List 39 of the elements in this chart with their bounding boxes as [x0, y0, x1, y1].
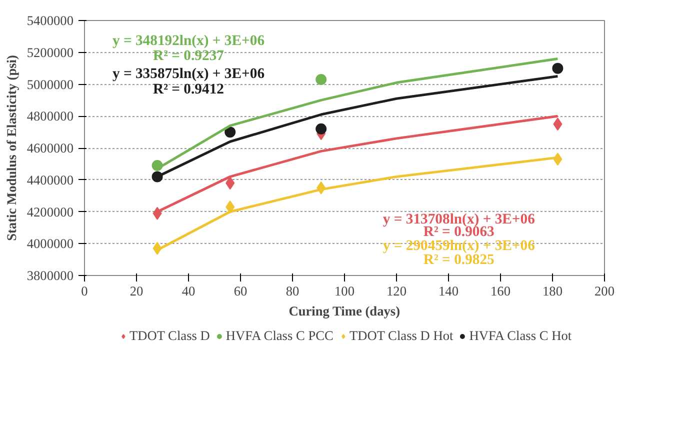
y-tick-label: 5200000 [26, 44, 74, 60]
legend-label: HVFA Class C Hot [469, 328, 572, 344]
point [224, 126, 236, 138]
point [553, 118, 562, 131]
x-tick-label: 60 [234, 284, 248, 298]
x-tick-label: 140 [438, 284, 459, 298]
legend-label: TDOT Class D Hot [349, 328, 454, 344]
annotation: y = 335875ln(x) + 3E+06 [112, 66, 265, 82]
annotation: R² = 0.9412 [153, 81, 224, 98]
x-tick-label: 180 [542, 284, 563, 298]
y-tick-label: 4400000 [26, 172, 74, 188]
point [316, 123, 327, 134]
annotation: R² = 0.9237 [153, 48, 224, 64]
point [552, 62, 564, 74]
y-tick-label: 4200000 [26, 204, 74, 220]
annotation: R² = 0.9825 [423, 252, 494, 268]
y-tick-label: 5000000 [26, 76, 74, 92]
annotation: y = 290459ln(x) + 3E+06 [382, 238, 535, 254]
y-tick-label: 5400000 [26, 13, 74, 28]
x-tick-label: 100 [334, 284, 355, 298]
x-tick-label: 200 [594, 284, 615, 298]
y-tick-label: 4000000 [26, 236, 74, 252]
legend-label: HVFA Class C PCC [226, 328, 334, 344]
y-tick-label: 3800000 [26, 268, 74, 283]
x-tick-label: 160 [490, 284, 511, 298]
point [226, 176, 235, 190]
point [316, 74, 327, 85]
x-tick-label: 40 [182, 284, 196, 298]
annotation: y = 348192ln(x) + 3E+06 [112, 32, 265, 49]
x-tick-label: 0 [81, 284, 88, 298]
x-axis-title: Curing Time (days) [288, 304, 400, 318]
y-axis-title: Static Modulus of Elasticity (psi) [4, 55, 19, 241]
x-tick-label: 20 [130, 284, 144, 298]
annotation: y = 313708ln(x) + 3E+06 [382, 211, 535, 228]
legend-label: TDOT Class D [129, 328, 210, 344]
y-tick-label: 4800000 [26, 108, 74, 124]
x-tick-label: 80 [286, 284, 300, 298]
y-tick-label: 4600000 [26, 140, 74, 156]
x-tick-label: 120 [386, 284, 407, 298]
